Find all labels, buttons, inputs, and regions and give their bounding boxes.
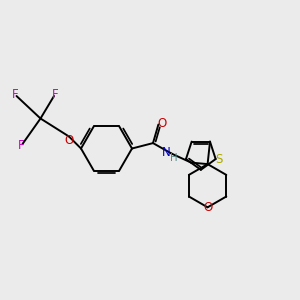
Text: H: H [170,153,178,163]
Text: O: O [158,116,166,130]
Text: F: F [12,88,18,101]
Text: F: F [18,139,24,152]
Text: S: S [216,152,223,166]
Text: F: F [52,88,59,101]
Text: N: N [162,146,171,159]
Text: O: O [203,201,212,214]
Text: O: O [64,134,74,147]
